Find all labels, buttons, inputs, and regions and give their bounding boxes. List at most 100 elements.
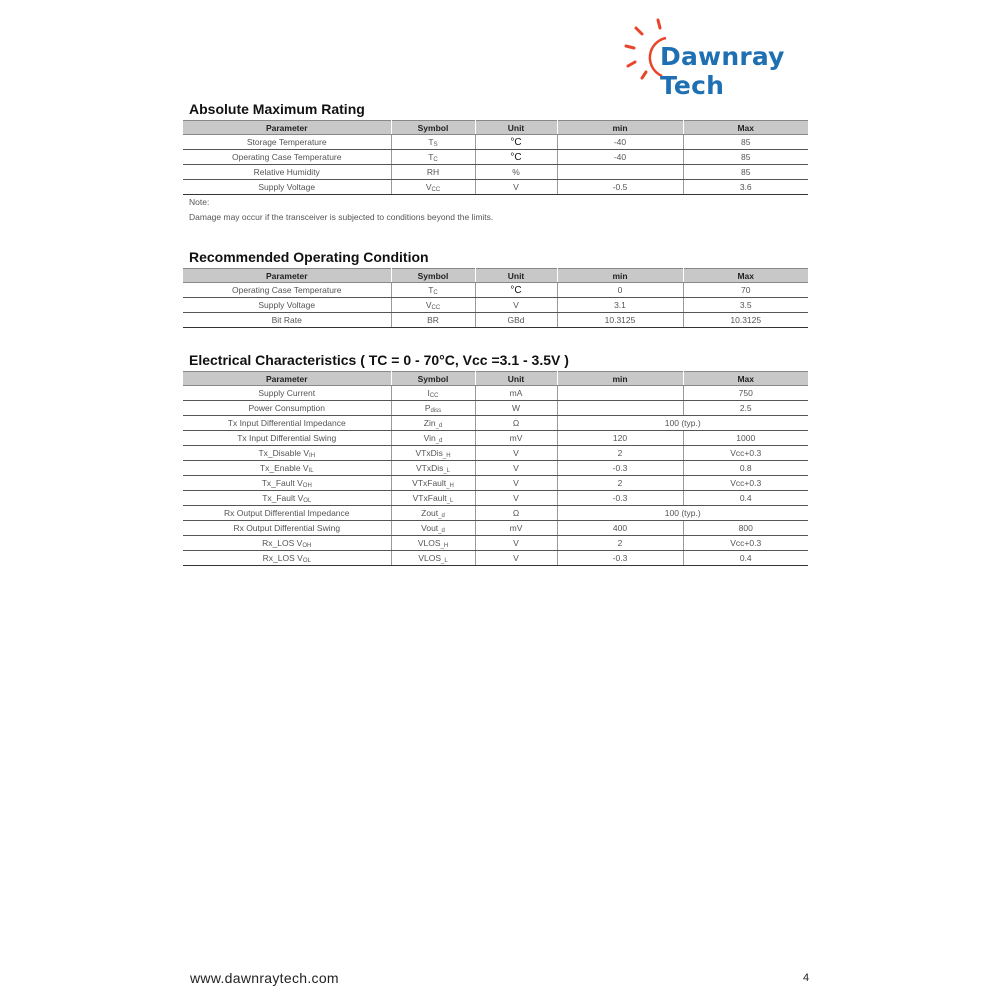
unit-text: °C xyxy=(510,136,522,148)
sym-cell: ICC xyxy=(391,385,476,401)
sym-cell: Zin_d xyxy=(391,415,476,431)
param-cell: Tx_Disable VIH xyxy=(183,445,392,461)
table-row: Tx Input Differential Impedance Zin_d Ω 100… xyxy=(183,415,808,431)
min-cell xyxy=(557,400,684,416)
max-text: 10.3125 xyxy=(730,315,762,325)
subscript: _d xyxy=(438,512,445,519)
param-text: Rx Output Differential Impedance xyxy=(223,508,350,518)
unit-text: % xyxy=(512,167,520,177)
unit-cell: V xyxy=(475,445,558,461)
max-text: 1000 xyxy=(736,433,756,443)
sym-cell: Vin_d xyxy=(391,430,476,446)
subscript: IL xyxy=(308,467,314,474)
param-text: Tx_Fault V xyxy=(262,492,304,503)
table-row: Rx Output Differential Impedance Zout_d Ω 1… xyxy=(183,505,808,521)
min-text: 120 xyxy=(612,433,628,443)
table-row: Tx Input Differential Swing Vin_d mV 120 100… xyxy=(183,430,808,446)
max-cell: 800 xyxy=(683,520,808,536)
table-row: Tx_Disable VIH VTxDis_H V 2 Vcc+0.3 xyxy=(183,445,808,461)
column-header: Parameter xyxy=(183,371,392,386)
unit-text: V xyxy=(513,448,519,458)
param-cell: Tx Input Differential Swing xyxy=(183,430,392,446)
table-row: Storage Temperature TS °C -40 85 xyxy=(183,134,808,150)
sym-cell: TC xyxy=(391,149,476,165)
table-row: Operating Case Temperature TC °C 0 70 xyxy=(183,282,808,298)
min-text: -0.5 xyxy=(612,182,628,192)
param-text: Rx_LOS V xyxy=(262,552,303,563)
sym-cell: VTxFault_L xyxy=(391,490,476,506)
unit-cell: V xyxy=(475,297,558,313)
unit-text: V xyxy=(513,182,519,192)
max-cell: 0.4 xyxy=(683,550,808,566)
max-text: 85 xyxy=(741,167,751,177)
sym-text: T xyxy=(428,284,434,295)
sym-text: T xyxy=(428,151,434,162)
unit-cell: V xyxy=(475,490,558,506)
unit-text: V xyxy=(513,493,519,503)
param-cell: Power Consumption xyxy=(183,400,392,416)
unit-cell: mV xyxy=(475,430,558,446)
min-cell: -40 xyxy=(557,134,684,150)
column-header: Parameter xyxy=(183,268,392,283)
unit-text: Ω xyxy=(512,418,520,428)
spec-table: Parameter Symbol Unit min Max Supply Current I… xyxy=(183,371,808,566)
min-text: 2 xyxy=(617,538,623,548)
min-cell: -0.3 xyxy=(557,460,684,476)
sun-icon xyxy=(624,18,667,80)
unit-text: V xyxy=(513,478,519,488)
subscript: OL xyxy=(303,497,312,504)
min-cell xyxy=(557,164,684,180)
max-cell: 0.8 xyxy=(683,460,808,476)
table-row: Power Consumption Pdiss W 2.5 xyxy=(183,400,808,416)
max-cell: Vcc+0.3 xyxy=(683,475,808,491)
sym-text: Zout xyxy=(421,507,439,518)
unit-cell: W xyxy=(475,400,558,416)
min-text: -0.3 xyxy=(612,463,628,473)
column-header: Symbol xyxy=(391,268,476,283)
sym-text: VTxFault xyxy=(412,492,447,503)
section-title: Recommended Operating Condition xyxy=(189,249,429,265)
min-cell: -0.3 xyxy=(557,550,684,566)
min-text: 10.3125 xyxy=(604,315,636,325)
min-text: 3.1 xyxy=(614,300,626,310)
unit-cell: V xyxy=(475,460,558,476)
section-title: Absolute Maximum Rating xyxy=(189,101,365,117)
sym-text: Vout xyxy=(421,522,439,533)
param-text: Operating Case Temperature xyxy=(232,285,342,295)
subscript: diss xyxy=(430,407,442,414)
sym-cell: Pdiss xyxy=(391,400,476,416)
note-text: Damage may occur if the transceiver is s… xyxy=(189,212,494,222)
max-cell: 85 xyxy=(683,149,808,165)
max-cell: 70 xyxy=(683,282,808,298)
subscript: _d xyxy=(435,422,443,429)
min-text: -40 xyxy=(613,137,627,147)
max-text: 0.8 xyxy=(739,463,752,473)
min-cell: 10.3125 xyxy=(557,312,684,328)
sym-cell: Zout_d xyxy=(391,505,476,521)
logo-text: Dawnray Tech xyxy=(660,42,785,100)
footer-url[interactable]: www.dawnraytech.com xyxy=(190,970,339,986)
column-header: min xyxy=(557,268,684,283)
param-text: Tx_Fault V xyxy=(261,477,303,488)
subscript: OL xyxy=(302,557,311,564)
param-cell: Storage Temperature xyxy=(183,134,392,150)
max-text: 800 xyxy=(738,523,753,533)
max-text: 2.5 xyxy=(739,403,752,413)
unit-text: °C xyxy=(510,284,522,296)
unit-text: V xyxy=(513,300,519,310)
unit-cell: Ω xyxy=(475,415,558,431)
param-text: Rx Output Differential Swing xyxy=(233,523,341,533)
span-text: 100 (typ.) xyxy=(664,508,701,518)
min-cell: -0.5 xyxy=(557,179,684,195)
table-row: Relative Humidity RH% 85 xyxy=(183,164,808,180)
span-cell: 100 (typ.) xyxy=(557,415,808,431)
param-cell: Tx_Fault VOH xyxy=(183,475,392,491)
sym-cell: RH xyxy=(391,164,476,180)
sym-cell: VTxFault_H xyxy=(391,475,476,491)
param-text: Tx_Enable V xyxy=(259,462,309,473)
max-text: Vcc+0.3 xyxy=(730,478,762,488)
param-text: Supply Voltage xyxy=(258,300,316,310)
sym-cell: VCC xyxy=(391,179,476,195)
table-row: Bit Rate BR GBd 10.3125 10.3125 xyxy=(183,312,808,328)
